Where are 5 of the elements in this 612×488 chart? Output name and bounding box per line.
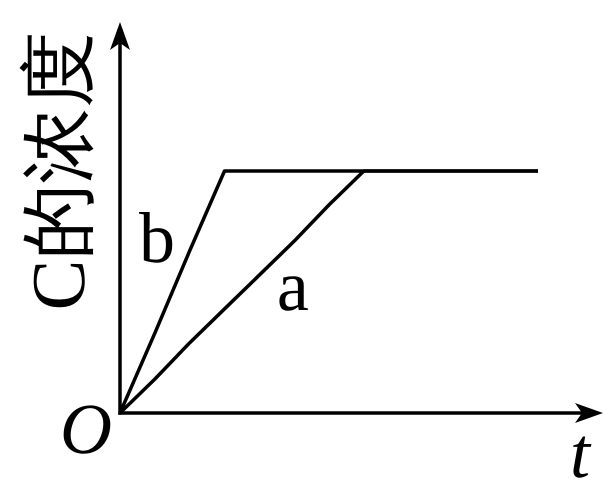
series-label: a [276,246,309,326]
text: O [60,389,112,469]
x-axis-title: t [570,413,592,488]
series-label: b [138,198,175,278]
y-axis-title: C的浓度 [17,32,101,310]
